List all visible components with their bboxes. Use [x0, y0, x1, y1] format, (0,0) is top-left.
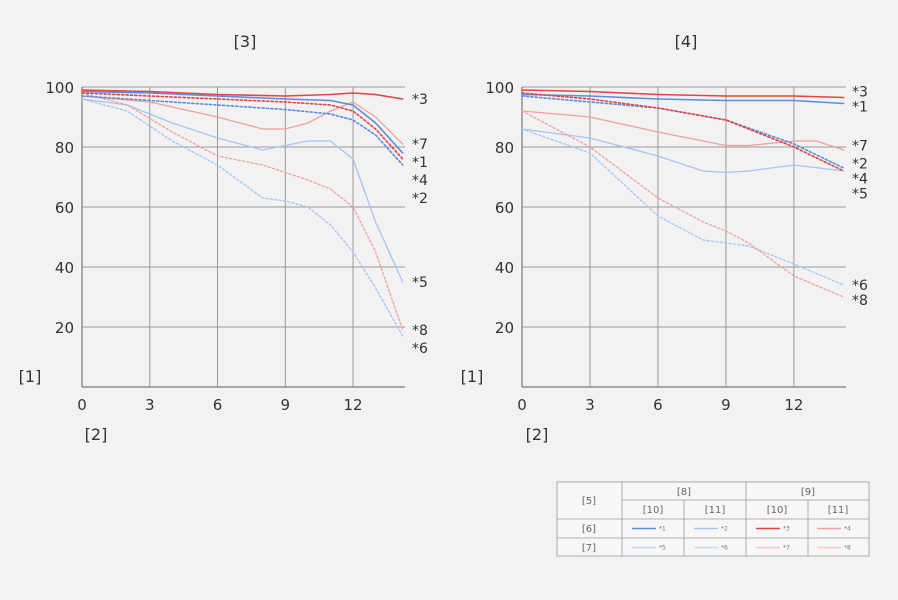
left-series-1 [81, 90, 404, 154]
left-chart-title: [3] [234, 32, 257, 51]
right-series-4 [521, 92, 845, 172]
legend-entry-label-4: *4 [844, 526, 851, 533]
right-end-label-1: *1 [852, 100, 868, 116]
legend-row2-label: [7] [582, 543, 596, 554]
left-x-tick-label: 9 [281, 396, 291, 414]
right-series-2 [521, 95, 845, 169]
legend-entry-label-8: *8 [844, 545, 851, 552]
legend-entry-label-2: *2 [721, 526, 728, 533]
legend-sub-b1-label: [10] [767, 505, 788, 516]
right-series-7 [521, 110, 845, 151]
left-end-label-8: *8 [412, 323, 428, 339]
right-series-8 [521, 110, 845, 298]
legend-group-b-label: [9] [801, 487, 815, 498]
legend-entry-label-7: *7 [783, 545, 790, 552]
right-x-tick-label: 6 [653, 396, 663, 414]
right-series-1 [521, 93, 845, 105]
right-end-label-7: *7 [852, 139, 868, 155]
left-end-label-1: *1 [412, 155, 428, 171]
left-y-tick-label: 20 [55, 319, 74, 337]
left-chart-y-axis-label: [1] [19, 367, 42, 386]
left-series-6 [81, 98, 404, 337]
legend-entries: *1 *2 *3 *4 *5 *6 *7 *8 [632, 526, 851, 552]
right-chart-series [521, 89, 845, 298]
legend-entry-label-3: *3 [783, 526, 790, 533]
right-y-tick-label: 80 [495, 139, 514, 157]
left-chart-x-axis-label: [2] [85, 425, 108, 444]
left-x-tick-label: 12 [344, 396, 363, 414]
right-end-label-2: *2 [852, 157, 868, 173]
right-series-3 [521, 89, 845, 99]
legend-table: [5] [8] [9] [10] [11] [10] [11] [6] [7] … [556, 481, 870, 557]
left-end-label-3: *3 [412, 92, 428, 108]
right-chart-title: [4] [675, 32, 698, 51]
right-end-label-6: *6 [852, 278, 868, 294]
left-y-tick-label: 60 [55, 199, 74, 217]
legend-sub-a1-label: [10] [643, 505, 664, 516]
right-end-label-4: *4 [852, 172, 868, 188]
right-x-tick-label: 3 [585, 396, 595, 414]
left-series-4 [81, 92, 404, 160]
legend-corner-label: [5] [582, 496, 596, 507]
left-series-2 [81, 95, 404, 166]
left-series-3 [81, 89, 404, 100]
left-end-label-2: *2 [412, 191, 428, 207]
right-y-tick-label: 40 [495, 259, 514, 277]
left-x-tick-label: 3 [145, 396, 155, 414]
left-end-label-5: *5 [412, 275, 428, 291]
left-series-8 [81, 92, 404, 331]
legend-entry-label-6: *6 [721, 545, 728, 552]
left-series-7 [81, 95, 404, 145]
legend-entry-label-5: *5 [659, 545, 666, 552]
left-y-tick-label: 40 [55, 259, 74, 277]
right-end-label-8: *8 [852, 293, 868, 309]
right-x-tick-label: 12 [784, 396, 803, 414]
left-end-label-6: *6 [412, 341, 428, 357]
left-chart-end-labels: *3 *7 *1 *4 *2 *5 *8 *6 [412, 92, 428, 357]
legend-sub-a2-label: [11] [705, 505, 726, 516]
left-end-label-4: *4 [412, 173, 428, 189]
right-chart-y-axis-label: [1] [461, 367, 484, 386]
right-chart-grid: 20 40 60 80 100 0 3 6 9 12 [485, 79, 846, 414]
right-end-label-5: *5 [852, 187, 868, 203]
left-x-tick-label: 6 [213, 396, 223, 414]
right-x-tick-label: 0 [517, 396, 527, 414]
legend-sub-b2-label: [11] [828, 505, 849, 516]
right-chart-x-axis-label: [2] [526, 425, 549, 444]
left-chart-grid: 20 40 60 80 100 0 3 6 9 12 [45, 79, 405, 414]
left-x-tick-label: 0 [77, 396, 87, 414]
right-y-tick-label: 100 [485, 79, 514, 97]
right-y-tick-label: 20 [495, 319, 514, 337]
left-y-tick-label: 100 [45, 79, 74, 97]
right-chart: [4] 20 40 60 80 100 0 3 6 9 12 *3*1 *7 *2*4*5 *6*8 [… [461, 32, 868, 444]
right-end-label-3: *3 [852, 85, 868, 101]
legend-group-a-label: [8] [677, 487, 691, 498]
left-y-tick-label: 80 [55, 139, 74, 157]
legend-row1-label: [6] [582, 524, 596, 535]
right-series-5 [521, 128, 845, 174]
left-chart-series [81, 89, 404, 337]
legend-entry-label-1: *1 [659, 526, 666, 533]
right-x-tick-label: 9 [721, 396, 731, 414]
left-series-5 [81, 98, 404, 283]
left-chart: [3] 20 40 60 80 100 0 3 6 9 12 *3 *7 *1 *4 *2 *5 *8 *6 [… [19, 32, 428, 444]
right-y-tick-label: 60 [495, 199, 514, 217]
right-chart-end-labels: *3*1 *7 *2*4*5 *6*8 [852, 85, 868, 310]
left-end-label-7: *7 [412, 137, 428, 153]
right-series-6 [521, 128, 845, 286]
